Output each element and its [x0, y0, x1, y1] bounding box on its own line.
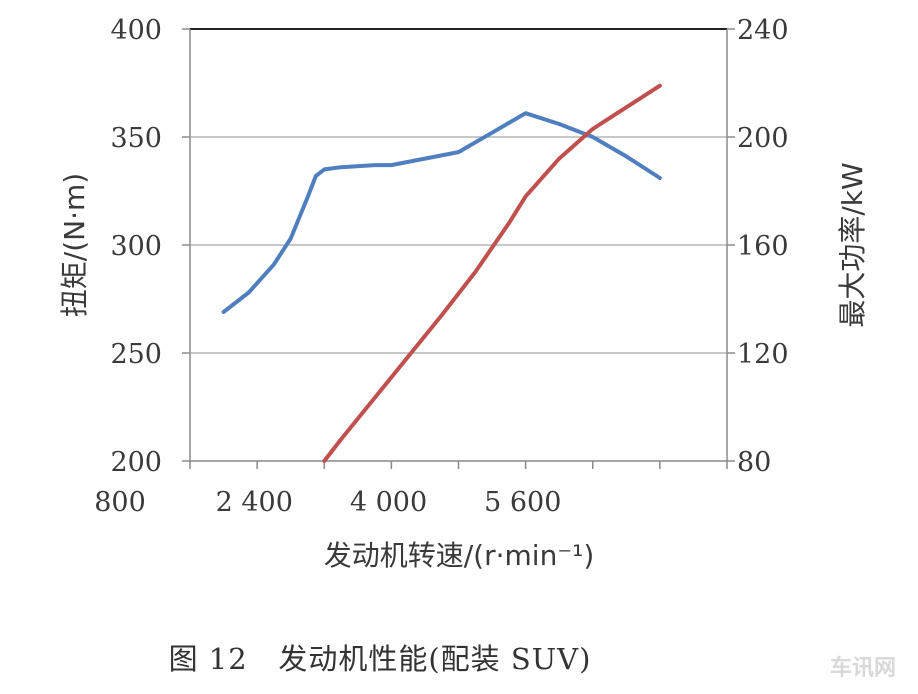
x-tick-label: 4 000 — [350, 487, 427, 518]
y-right-tick-label: 80 — [737, 447, 771, 478]
y-left-tick-label: 250 — [110, 339, 162, 370]
axis-titles: 发动机转速/(r·min⁻¹) 扭矩/(N·m) 最大功率/kW — [58, 162, 869, 572]
y-left-tick-label: 400 — [110, 15, 162, 46]
chart: 200 250 300 350 400 80 120 160 200 240 800 2 400 4 0… — [58, 15, 869, 572]
y-left-tick-label: 300 — [110, 231, 162, 262]
y-left-axis-title: 扭矩/(N·m) — [58, 173, 91, 317]
x-axis-title: 发动机转速/(r·min⁻¹) — [324, 539, 595, 572]
y-right-tick-label: 160 — [737, 231, 789, 262]
axis-ticks: 200 250 300 350 400 80 120 160 200 240 800 2 400 4 0… — [94, 15, 788, 518]
x-tick-label: 5 600 — [484, 487, 561, 518]
y-left-tick-label: 200 — [110, 447, 162, 478]
y-right-tick-label: 240 — [737, 15, 789, 46]
series — [221, 83, 662, 463]
y-right-axis-title: 最大功率/kW — [836, 162, 869, 327]
power-series-line — [322, 83, 662, 463]
x-tick-label: 2 400 — [216, 487, 293, 518]
y-right-tick-label: 120 — [737, 339, 789, 370]
y-right-tick-label: 200 — [737, 123, 789, 154]
watermark: 车讯网 — [829, 656, 896, 681]
y-left-tick-label: 350 — [110, 123, 162, 154]
x-tick-label: 800 — [94, 487, 146, 518]
torque-series-line — [221, 111, 662, 314]
figure-caption: 图 12 发动机性能(配装 SUV) — [168, 642, 592, 676]
